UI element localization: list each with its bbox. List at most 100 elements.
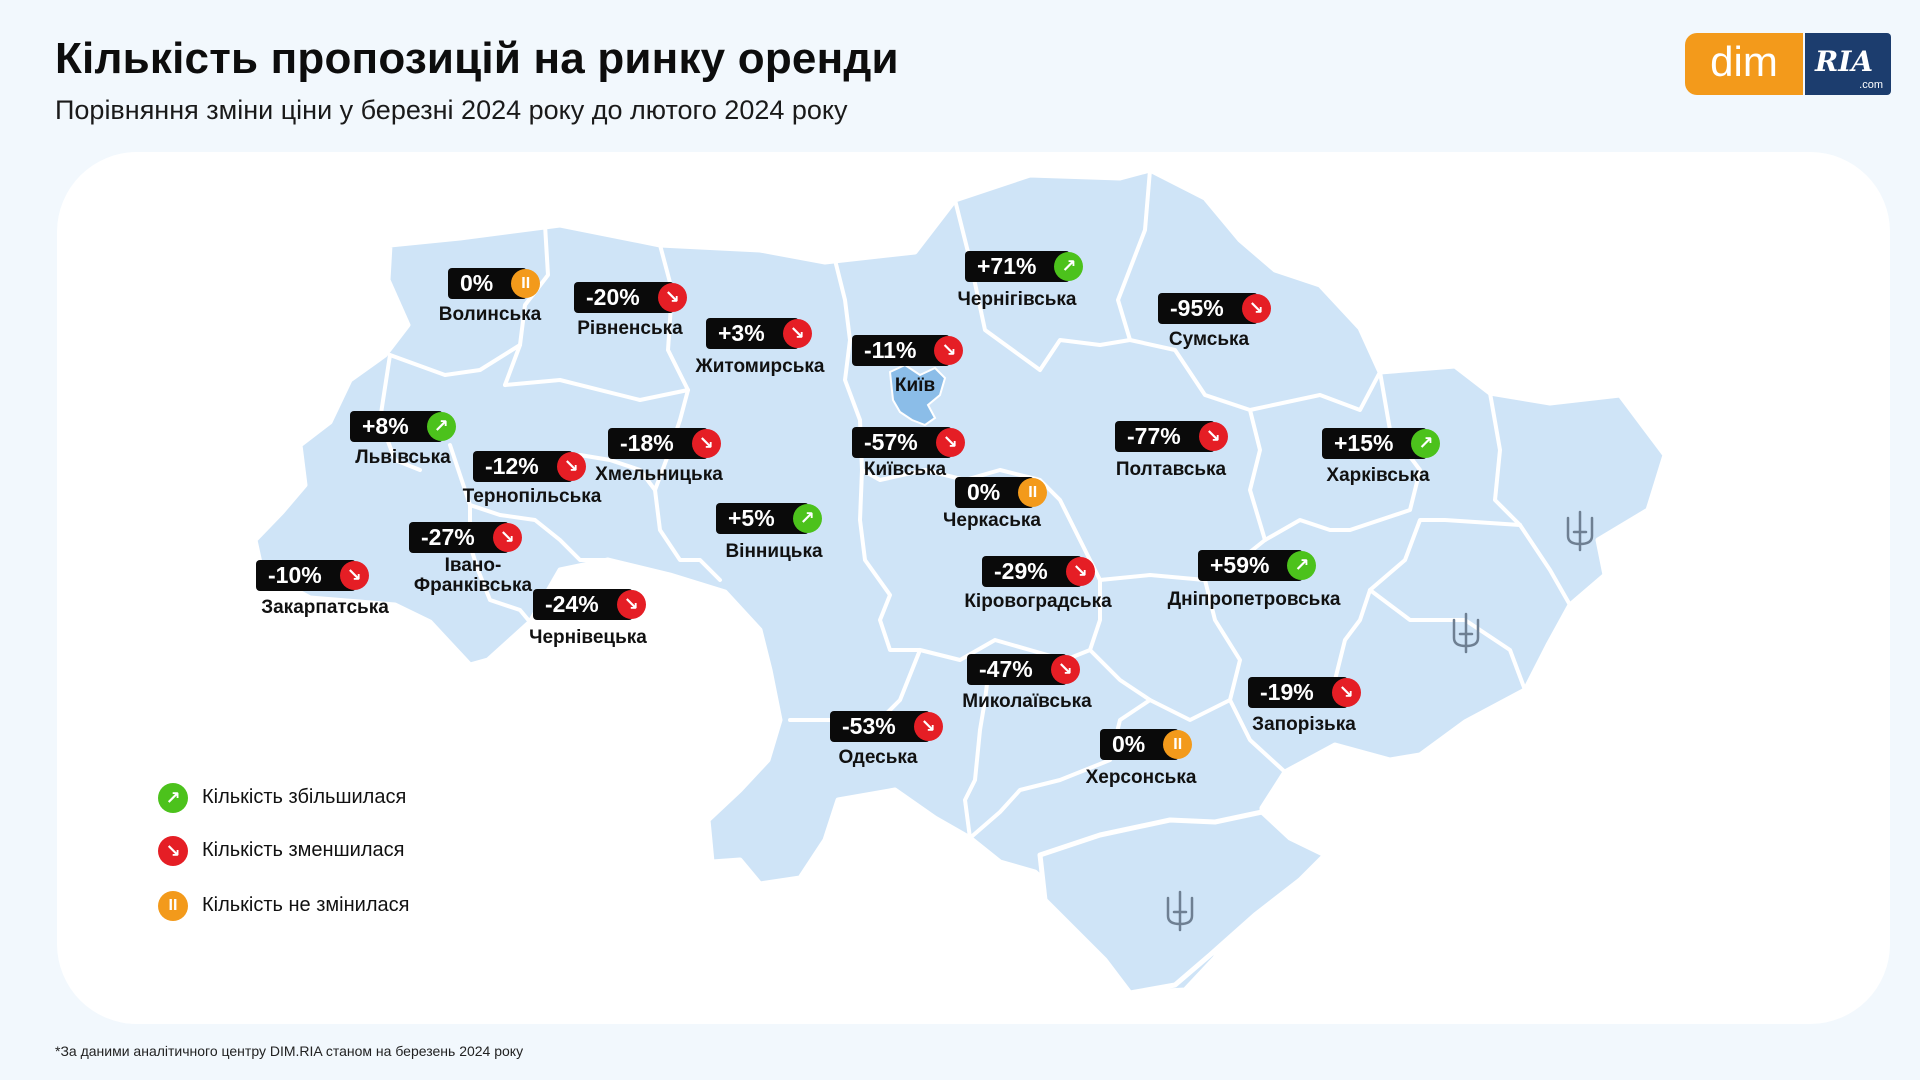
pill-chernihivska: +71% ↗ (965, 251, 1084, 282)
pill-khmelnytska: -18% ↘ (608, 428, 721, 459)
legend-up-arrow-icon: ↗ (158, 783, 188, 813)
value-zakarpatska: -10% (268, 562, 322, 588)
pill-cherkaska: 0% II (955, 477, 1048, 508)
trident-icon (1452, 612, 1480, 654)
legend-label-decrease: Кількість зменшилася (202, 839, 405, 861)
logo-ria-word: RIA (1815, 45, 1874, 78)
pill-poltavska: -77% ↘ (1115, 421, 1228, 452)
value-ternopilska: -12% (485, 453, 539, 479)
footnote: *За даними аналітичного центру DIM.RIA с… (55, 1043, 524, 1059)
pill-zaporizka: -19% ↘ (1248, 677, 1361, 708)
legend-pause-icon: II (158, 891, 188, 921)
value-khersonska: 0% (1112, 731, 1146, 757)
region-borders (378, 168, 1572, 840)
value-kyivska: -57% (864, 429, 918, 455)
label-odeska: Одеська (838, 747, 918, 768)
value-zhytomyrska: +3% (718, 320, 765, 346)
value-kirovohradska: -29% (994, 558, 1048, 584)
value-sumska: -95% (1170, 295, 1224, 321)
value-odeska: -53% (842, 713, 896, 739)
trident-emblems (1166, 510, 1594, 932)
pill-rivnenska: -20% ↘ (574, 282, 687, 313)
label-dnipropetrovska: Дніпропетровська (1167, 589, 1341, 610)
map-shape (252, 167, 1668, 996)
kyiv-city-shape (888, 363, 947, 427)
badge-mykolaivska: ↘ (1050, 655, 1080, 684)
value-poltavska: -77% (1127, 423, 1181, 449)
label-sumska: Сумська (1168, 329, 1250, 350)
pill-vinnytska: +5% ↗ (716, 503, 822, 534)
label-mykolaivska: Миколаївська (962, 691, 1092, 712)
dimria-logo[interactable]: dim RIA .com (1685, 33, 1891, 95)
pill-sumska: -95% ↘ (1158, 293, 1271, 324)
value-cherkaska: 0% (967, 479, 1001, 505)
badge-zhytomyrska: ↘ (782, 319, 812, 348)
value-dnipropetrovska: +59% (1210, 552, 1270, 578)
badge-odeska: ↘ (913, 712, 943, 741)
trident-icon (1566, 510, 1594, 552)
label-kirovohradska: Кіровоградська (964, 591, 1112, 612)
pill-volynska: 0% II (448, 268, 541, 299)
value-lvivska: +8% (362, 413, 409, 439)
label-rivnenska: Рівненська (577, 318, 683, 339)
page-subtitle: Порівняння зміни ціни у березні 2024 рок… (55, 95, 848, 125)
label-ivano-frankivska: Івано- Франківська (413, 555, 533, 596)
badge-dnipropetrovska: ↗ (1287, 551, 1317, 580)
badge-zaporizka: ↘ (1331, 678, 1361, 707)
label-poltavska: Полтавська (1115, 459, 1227, 480)
label-chernivetska: Чернівецька (529, 627, 647, 648)
badge-vinnytska: ↗ (792, 504, 822, 533)
pill-kyivska: -57% ↘ (852, 427, 965, 458)
legend-down-arrow-icon: ↘ (158, 836, 188, 866)
legend-label-no-change: Кількість не змінилася (202, 894, 410, 916)
value-ivano-frankivska: -27% (421, 524, 475, 550)
badge-chernivetska: ↘ (616, 590, 646, 619)
pill-khersonska: 0% II (1100, 729, 1193, 760)
label-zhytomyrska: Житомирська (695, 356, 825, 377)
value-kyiv: -11% (864, 337, 917, 363)
label-khmelnytska: Хмельницька (595, 464, 723, 485)
label-ternopilska: Тернопільська (462, 486, 602, 507)
label-khersonska: Херсонська (1085, 767, 1197, 788)
pill-chernivetska: -24% ↘ (533, 589, 646, 620)
pill-ternopilska: -12% ↘ (473, 451, 586, 482)
badge-khersonska: II (1163, 730, 1193, 759)
pill-zhytomyrska: +3% ↘ (706, 318, 812, 349)
badge-kirovohradska: ↘ (1065, 557, 1095, 586)
label-volynska: Волинська (438, 304, 542, 325)
pill-kirovohradska: -29% ↘ (982, 556, 1095, 587)
value-zaporizka: -19% (1260, 679, 1314, 705)
value-volynska: 0% (460, 270, 494, 296)
value-mykolaivska: -47% (979, 656, 1033, 682)
crimea-outline (1037, 809, 1328, 996)
badge-chernihivska: ↗ (1054, 252, 1084, 281)
label-chernihivska: Чернігівська (957, 289, 1077, 310)
logo-ria-part: RIA .com (1805, 33, 1891, 95)
page-title: Кількість пропозицій на ринку оренди (55, 34, 899, 83)
badge-poltavska: ↘ (1198, 422, 1228, 451)
pill-mykolaivska: -47% ↘ (967, 654, 1080, 685)
badge-kyivska: ↘ (935, 428, 965, 457)
value-chernivetska: -24% (545, 591, 599, 617)
label-vinnytska: Вінницька (725, 541, 823, 562)
trident-icon (1166, 890, 1194, 932)
badge-volynska: II (511, 269, 541, 298)
legend-label-increase: Кількість збільшилася (202, 786, 407, 808)
pill-odeska: -53% ↘ (830, 711, 943, 742)
badge-lvivska: ↗ (426, 412, 456, 441)
label-zakarpatska: Закарпатська (261, 597, 389, 618)
badge-khmelnytska: ↘ (691, 429, 721, 458)
label-kharkivska: Харківська (1326, 465, 1430, 486)
badge-ivano-frankivska: ↘ (492, 523, 522, 552)
pill-zakarpatska: -10% ↘ (256, 560, 369, 591)
label-kyiv: Київ (894, 375, 936, 396)
value-khmelnytska: -18% (620, 430, 674, 456)
badge-zakarpatska: ↘ (339, 561, 369, 590)
label-kyivska: Київська (863, 459, 947, 480)
pill-lvivska: +8% ↗ (350, 411, 456, 442)
badge-sumska: ↘ (1241, 294, 1271, 323)
label-zaporizka: Запорізька (1252, 714, 1356, 735)
label-cherkaska: Черкаська (943, 510, 1041, 531)
value-chernihivska: +71% (977, 253, 1037, 279)
